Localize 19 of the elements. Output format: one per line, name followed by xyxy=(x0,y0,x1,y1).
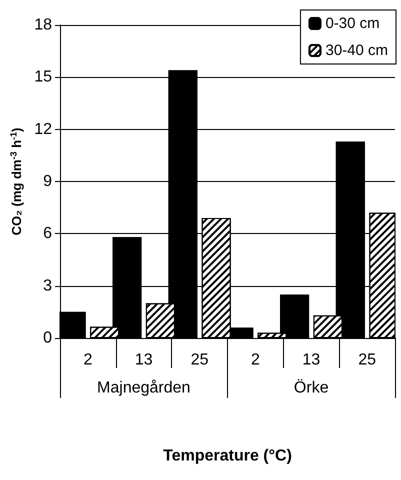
y-tick-label: 9 xyxy=(43,173,52,190)
x-tick-label: 13 xyxy=(134,352,153,368)
y-tick-label: 0 xyxy=(43,330,52,346)
x-tick-label: 2 xyxy=(83,352,92,368)
text: Majnegården xyxy=(97,380,190,396)
text: Örke xyxy=(294,378,329,396)
x-tick-label: 13 xyxy=(302,352,320,368)
y-tick-label: 12 xyxy=(34,120,52,138)
x-tick-label: 25 xyxy=(190,352,209,368)
x-axis-title: Temperature (°C) xyxy=(163,448,292,464)
x-tick-label: 2 xyxy=(250,352,260,368)
y-tick-label: 3 xyxy=(43,277,52,294)
y-tick-label: 6 xyxy=(43,225,52,242)
y-tick-label: 15 xyxy=(34,68,52,86)
y-tick-label: 18 xyxy=(34,16,52,34)
legend-label: 0-30 cm xyxy=(325,15,380,32)
x-tick-label: 25 xyxy=(358,352,376,368)
y-axis-title: CO₂ (mg dm-3 h-1) xyxy=(8,128,24,236)
legend-label: 30-40 cm xyxy=(325,42,388,59)
